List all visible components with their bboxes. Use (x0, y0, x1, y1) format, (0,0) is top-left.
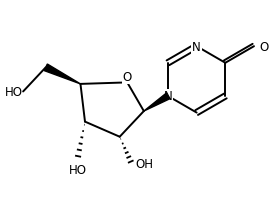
Text: HO: HO (5, 85, 23, 98)
Polygon shape (44, 65, 80, 84)
Text: N: N (163, 90, 172, 103)
Text: O: O (123, 71, 132, 84)
Text: HO: HO (68, 163, 86, 176)
Text: N: N (192, 40, 201, 53)
Text: OH: OH (135, 158, 153, 170)
Text: O: O (259, 40, 269, 53)
Polygon shape (144, 94, 170, 112)
